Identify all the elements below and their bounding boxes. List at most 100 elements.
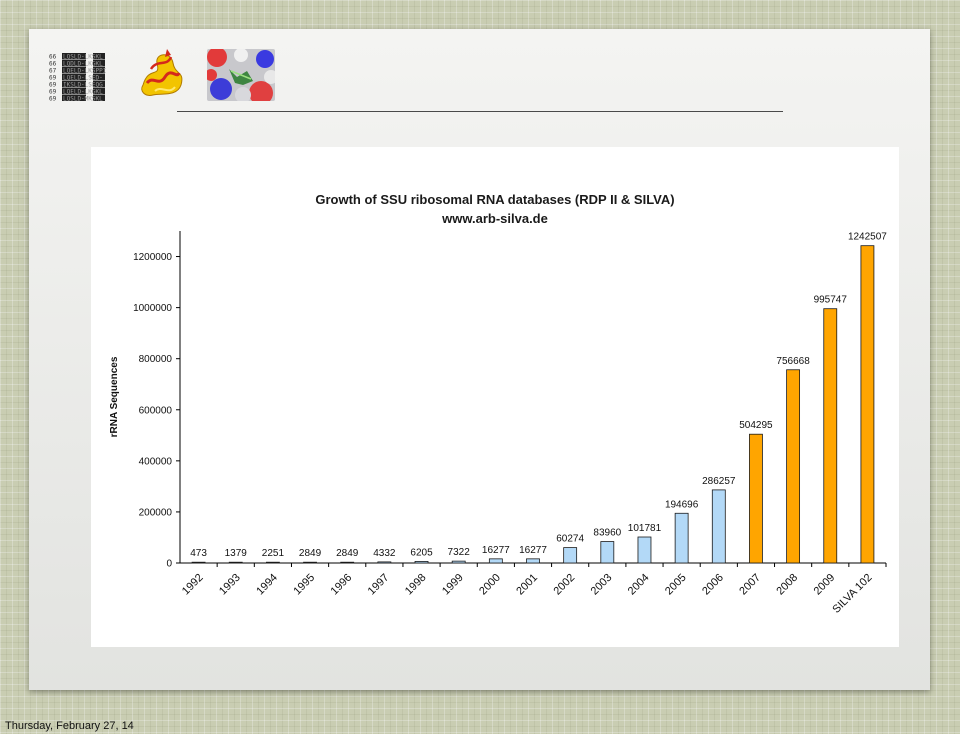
x-tick-label: 1996 — [329, 572, 355, 598]
bar — [563, 547, 578, 564]
data-label: 473 — [190, 548, 207, 559]
data-label: 995747 — [814, 295, 848, 306]
chart-plot-area: 0 200000 400000 600000 800000 1000000 1200000 4… — [109, 231, 887, 616]
title-divider — [177, 111, 783, 112]
sequence-row-number: 67 — [49, 68, 57, 75]
data-label: 286257 — [702, 476, 736, 487]
footer-date: Thursday, February 27, 14 — [5, 720, 134, 732]
bar — [191, 561, 206, 564]
bar — [786, 369, 801, 564]
sequence-highlight — [62, 60, 86, 67]
data-label: 1242507 — [848, 232, 887, 243]
y-tick-label: 600000 — [139, 405, 173, 416]
y-tick-label: 800000 — [139, 354, 173, 365]
bar — [637, 536, 652, 564]
x-tick-label: 2009 — [812, 572, 838, 598]
sequence-highlight — [93, 67, 105, 74]
data-label: 194696 — [665, 499, 699, 510]
x-tick-label: 1997 — [366, 572, 392, 598]
sequence-highlight — [93, 95, 105, 101]
sequence-row-number: 69 — [49, 82, 57, 89]
data-label: 756668 — [776, 356, 810, 367]
bar — [303, 561, 317, 564]
x-tick-label: 1993 — [217, 572, 243, 598]
y-tick-label: 1000000 — [133, 303, 172, 314]
sequence-row-text: IKSLD-LSEQG — [63, 82, 103, 89]
data-label: 7322 — [448, 547, 471, 558]
data-label: 101781 — [628, 523, 662, 534]
bar-chart: 0 200000 400000 600000 800000 1000000 1200000 4… — [109, 231, 887, 616]
x-tick-label: 1999 — [440, 572, 466, 598]
x-tick-label: 1994 — [254, 572, 280, 598]
sequence-row-text: LQELD-LSED- — [63, 75, 103, 82]
x-tick-label: 2001 — [514, 572, 540, 598]
data-label: 16277 — [482, 545, 510, 556]
x-tick-label: 1995 — [291, 572, 317, 598]
bar — [711, 489, 726, 564]
x-tick-label: 2005 — [663, 572, 689, 598]
data-label: 6205 — [410, 547, 433, 558]
molecular-surface-logo — [207, 49, 275, 101]
sequence-row-number: 66 — [49, 61, 57, 68]
y-tick-label: 1200000 — [133, 252, 172, 263]
bar — [451, 560, 466, 564]
data-label: 83960 — [593, 528, 621, 539]
sequence-highlight — [93, 81, 105, 88]
sequence-highlight — [93, 60, 105, 67]
sequence-highlight — [62, 74, 86, 81]
y-axis-title: rRNA Sequences — [109, 356, 120, 437]
x-tick-label: 2003 — [589, 572, 615, 598]
chart-panel: Growth of SSU ribosomal RNA databases (R… — [91, 147, 899, 647]
chart-subtitle: www.arb-silva.de — [442, 211, 548, 226]
bar — [600, 541, 615, 564]
bar — [488, 558, 503, 564]
data-label: 1379 — [225, 548, 248, 559]
data-label: 2251 — [262, 548, 285, 559]
sequence-row-text: LQSLD-MKSKL — [63, 96, 103, 102]
x-tick-label: 1998 — [403, 572, 429, 598]
x-tick-label: 2000 — [477, 572, 503, 598]
sequence-highlight — [62, 88, 86, 95]
sequence-row-text: LQELD-LKGKL — [63, 89, 103, 96]
sequence-highlight — [62, 95, 86, 101]
bar — [860, 245, 875, 564]
bar — [265, 561, 280, 564]
sequence-row-number: 69 — [49, 89, 57, 96]
data-label: 2849 — [299, 548, 322, 559]
data-label: 2849 — [336, 548, 359, 559]
data-label: 16277 — [519, 545, 547, 556]
sequence-highlight — [62, 67, 86, 74]
bar — [674, 512, 689, 564]
x-tick-label: 2008 — [774, 572, 800, 598]
data-label: 504295 — [739, 420, 773, 431]
bar — [414, 561, 429, 564]
bar — [377, 561, 392, 564]
sequence-row-text: LQELD-LKSPPI — [63, 68, 107, 75]
x-tick-label: 2006 — [700, 572, 726, 598]
sequence-highlight — [93, 53, 105, 60]
x-tick-label: 1992 — [180, 572, 206, 598]
bar — [823, 308, 838, 564]
sequence-highlight — [93, 88, 105, 95]
sequence-row-text: LQSLD-LKSKL — [63, 54, 103, 61]
data-label: 60274 — [556, 534, 584, 545]
x-tick-label: SILVA 102 — [830, 572, 874, 616]
sequence-row-text: LQDLD-LKGKL — [63, 61, 103, 68]
sequence-row-number: 66 — [49, 54, 57, 61]
bar — [526, 558, 540, 564]
data-label: 4332 — [373, 548, 396, 559]
protein-ribbon-logo — [141, 49, 183, 96]
sequence-row-number: 69 — [49, 75, 57, 82]
y-tick-label: 400000 — [139, 456, 173, 467]
y-tick-label: 200000 — [139, 507, 173, 518]
chart-title: Growth of SSU ribosomal RNA databases (R… — [315, 192, 675, 207]
sequence-highlight — [62, 53, 86, 60]
x-tick-label: 2004 — [626, 572, 652, 598]
sequence-alignment-logo: 66 LQSLD-LKSKL 66 LQDLD-LKGKL 67 LQELD-LKSPPI… — [49, 53, 107, 102]
bar — [340, 561, 355, 564]
y-tick-label: 0 — [166, 559, 172, 570]
x-tick-label: 2007 — [737, 572, 763, 598]
sequence-highlight — [62, 81, 86, 88]
sequence-row-number: 69 — [49, 96, 57, 102]
sequence-highlight — [93, 74, 105, 81]
